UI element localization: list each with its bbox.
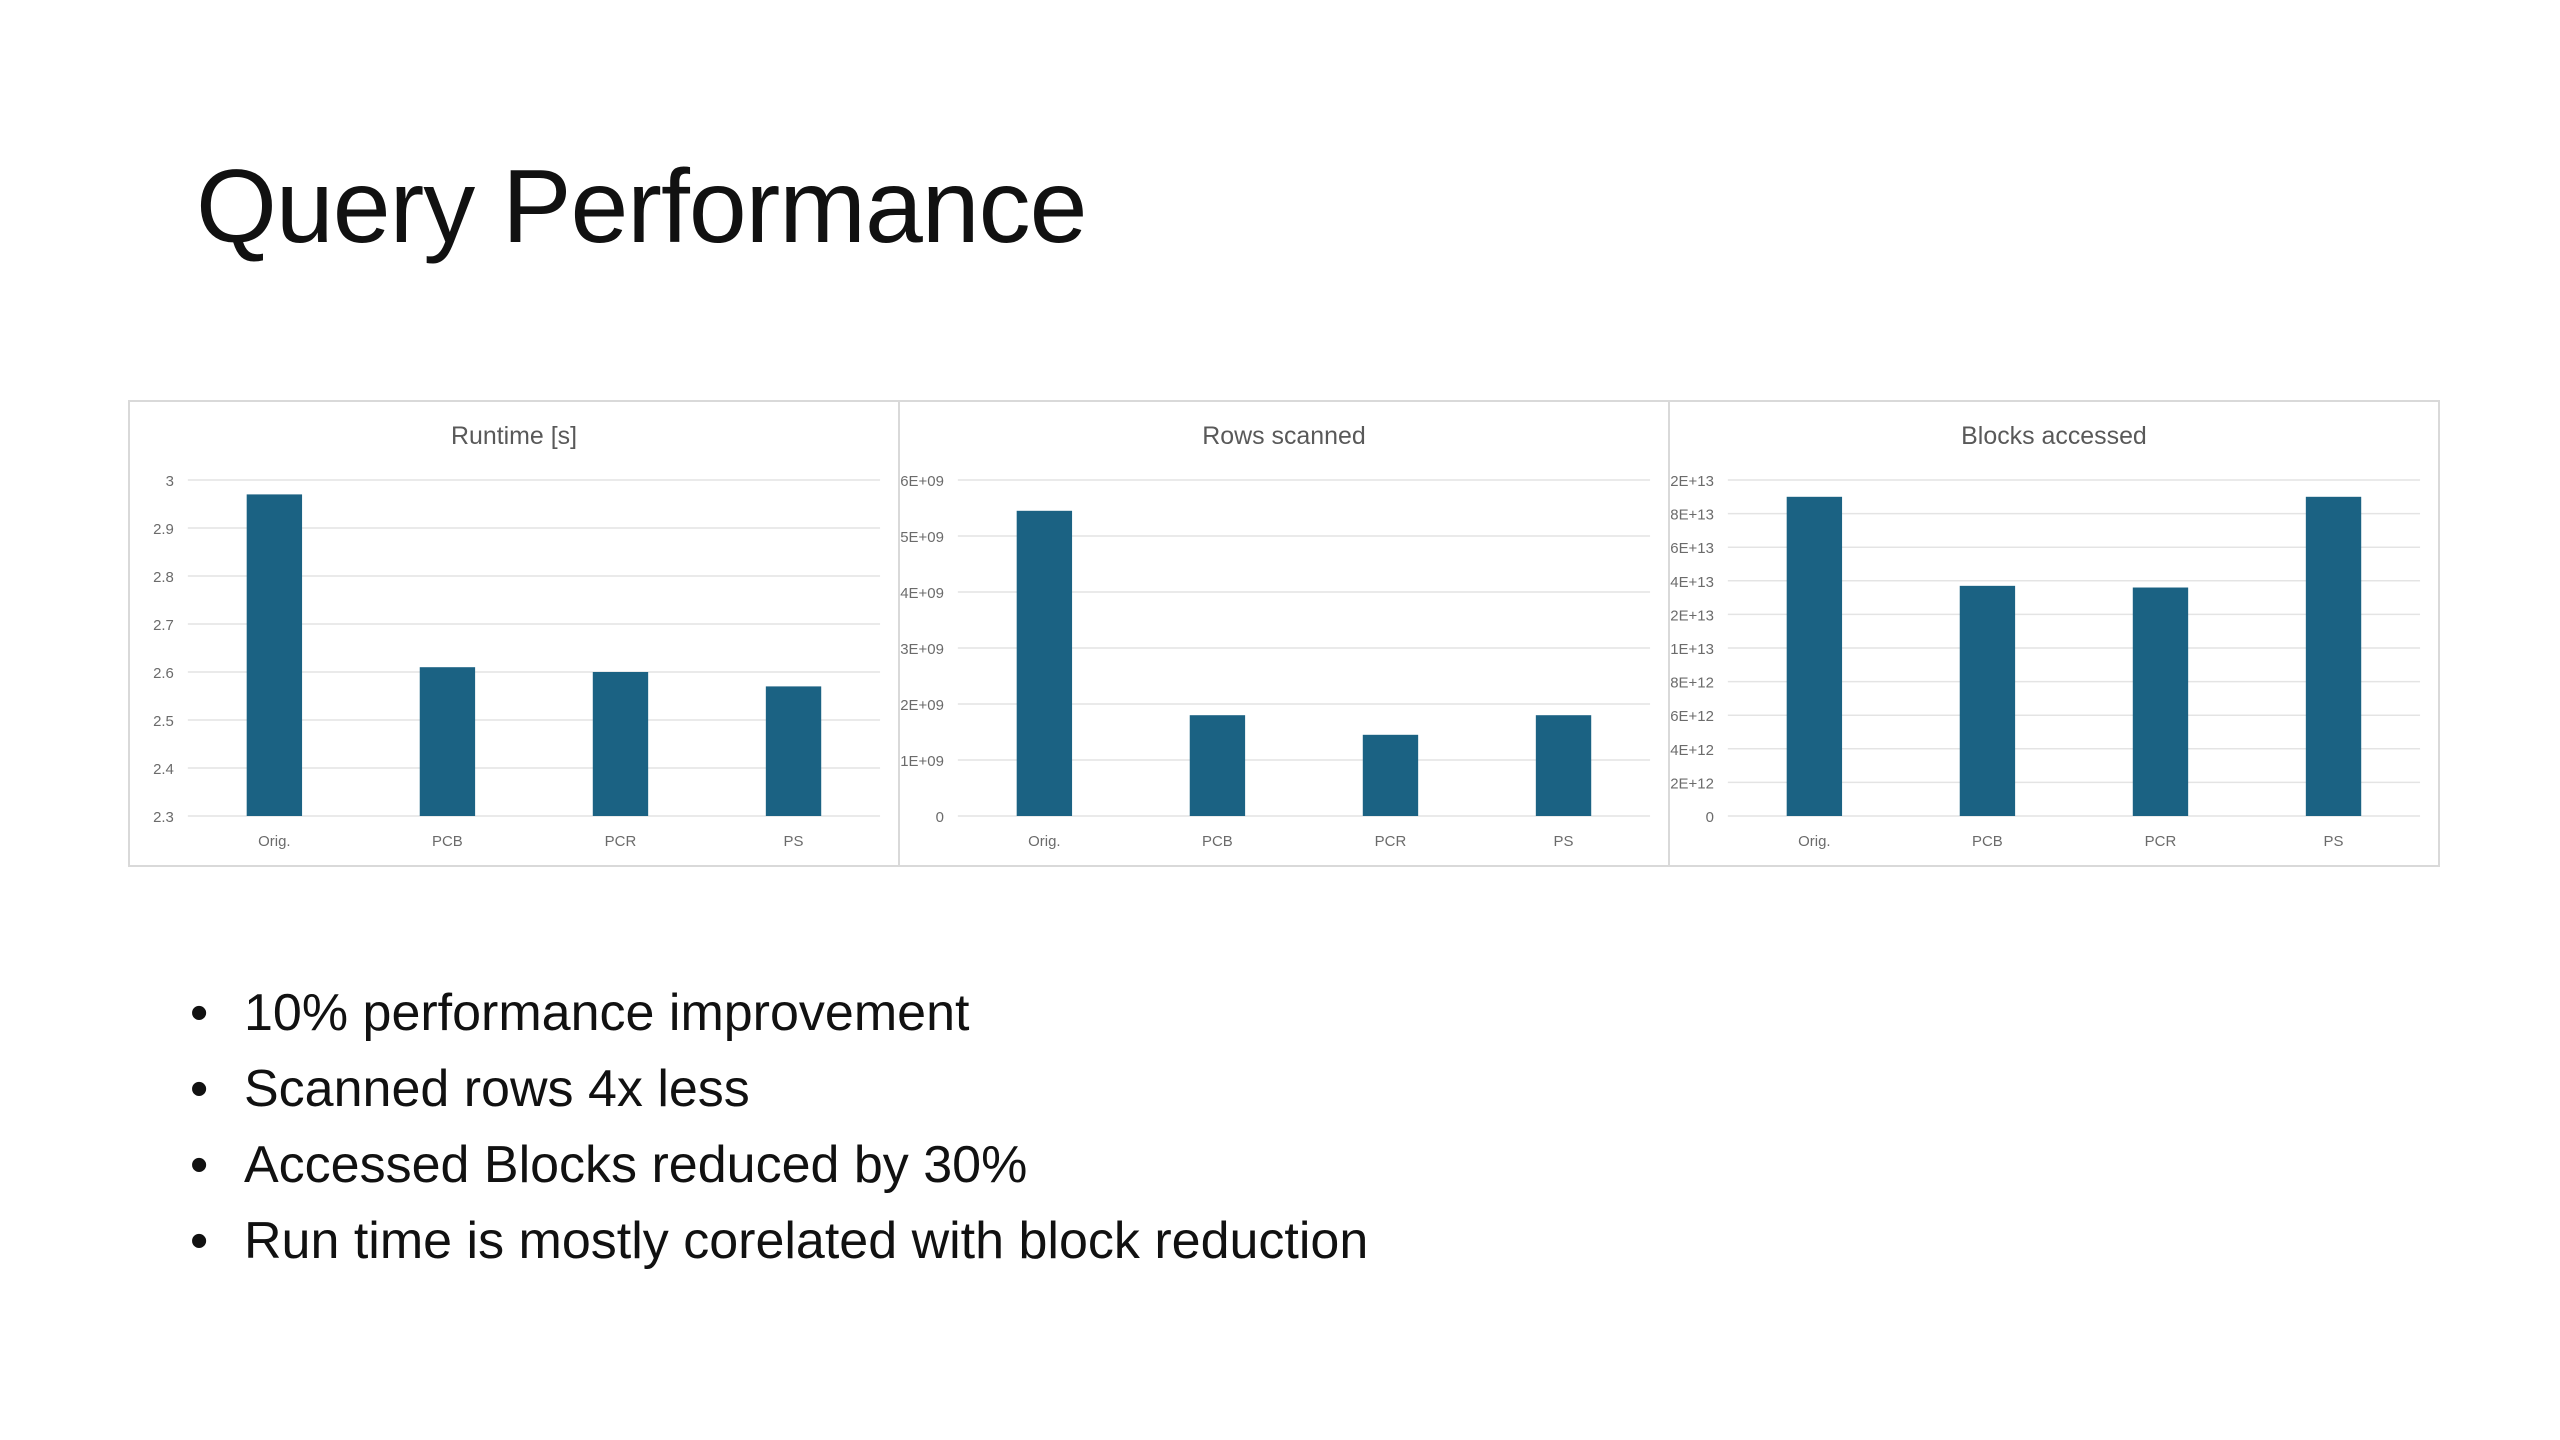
y-tick-label: 0	[1706, 809, 1714, 826]
bar	[246, 494, 303, 816]
y-tick-label: 2.9	[153, 521, 174, 538]
y-tick-label: 4E+12	[1670, 742, 1714, 759]
x-tick-label: PCB	[1202, 833, 1233, 850]
bullet-text: 10% performance improvement	[244, 984, 970, 1042]
y-tick-label: 5E+09	[900, 529, 944, 546]
bullet-dot: •	[190, 984, 209, 1042]
x-tick-label: PS	[1554, 833, 1574, 850]
x-tick-label: Orig.	[258, 833, 290, 850]
bar	[2305, 496, 2362, 816]
chart-title: Blocks accessed	[1961, 422, 2147, 450]
chart-runtime-svg: Runtime [s] 2.3 2.4 2.5 2.6 2.7 2.8 2.9 3 Orig. PC…	[153, 422, 881, 850]
y-tick-label: 2.6	[153, 665, 174, 682]
bar	[419, 667, 476, 816]
y-tick-label: 8E+12	[1670, 675, 1714, 692]
chart-rows-scanned: Rows scanned 0 1E+09 2E+09 3E+09 4E+09 5E+09 6E…	[900, 402, 1670, 865]
bar	[1959, 585, 2016, 816]
x-tick-label: PCB	[432, 833, 463, 850]
bullet-item: • Run time is mostly corelated with bloc…	[190, 1203, 1368, 1279]
y-tick-label: 3E+09	[900, 641, 944, 658]
y-tick-label: 2.3	[153, 809, 174, 826]
y-tick-label: 2E+13	[1670, 473, 1714, 490]
charts-strip: Runtime [s] 2.3 2.4 2.5 2.6 2.7 2.8 2.9 3 Orig. PC…	[128, 400, 2440, 867]
x-tick-label: PS	[2324, 833, 2344, 850]
y-tick-label: 2.8	[153, 569, 174, 586]
y-tick-label: 3	[166, 473, 174, 490]
x-tick-label: PCB	[1972, 833, 2003, 850]
slide-title: Query Performance	[196, 149, 1087, 265]
bullet-text: Scanned rows 4x less	[244, 1060, 750, 1118]
bullet-dot: •	[190, 1060, 209, 1118]
bullet-text: Run time is mostly corelated with block …	[244, 1212, 1369, 1270]
y-tick-label: 2.7	[153, 617, 174, 634]
bar	[1786, 496, 1843, 816]
y-tick-label: 1.8E+13	[1670, 507, 1714, 524]
chart-title: Runtime [s]	[451, 422, 577, 450]
chart-blocks-accessed: Blocks accessed 0 2E+12 4E+12 6E+12 8E+12 1E+1…	[1670, 402, 2438, 865]
bar	[2132, 587, 2189, 816]
bullet-dot: •	[190, 1136, 209, 1194]
y-tick-label: 0	[936, 809, 944, 826]
y-tick-label: 2E+09	[900, 697, 944, 714]
bullet-item: • Scanned rows 4x less	[190, 1051, 1368, 1127]
chart-runtime: Runtime [s] 2.3 2.4 2.5 2.6 2.7 2.8 2.9 3 Orig. PC…	[130, 402, 900, 865]
bullet-item: • Accessed Blocks reduced by 30%	[190, 1127, 1368, 1203]
bar	[592, 672, 649, 816]
y-tick-label: 2.4	[153, 761, 174, 778]
bullet-item: • 10% performance improvement	[190, 975, 1368, 1051]
y-tick-label: 6E+09	[900, 473, 944, 490]
x-tick-label: PS	[784, 833, 804, 850]
chart-title: Rows scanned	[1202, 422, 1365, 450]
chart-rows-scanned-svg: Rows scanned 0 1E+09 2E+09 3E+09 4E+09 5E+09 6E…	[900, 422, 1651, 850]
bullet-text: Accessed Blocks reduced by 30%	[244, 1136, 1028, 1194]
bar	[1362, 734, 1419, 816]
bar	[765, 686, 822, 816]
y-tick-label: 2E+12	[1670, 775, 1714, 792]
bullet-dot: •	[190, 1212, 209, 1270]
bullet-list: • 10% performance improvement • Scanned …	[190, 975, 1368, 1279]
x-tick-label: Orig.	[1028, 833, 1060, 850]
y-tick-label: 1.4E+13	[1670, 574, 1714, 591]
bar	[1016, 510, 1073, 816]
y-tick-label: 2.5	[153, 713, 174, 730]
y-tick-label: 4E+09	[900, 585, 944, 602]
y-tick-label: 1E+13	[1670, 641, 1714, 658]
x-tick-label: PCR	[1375, 833, 1407, 850]
bar	[1535, 715, 1592, 816]
bar	[1189, 715, 1246, 816]
x-tick-label: PCR	[605, 833, 637, 850]
chart-blocks-accessed-svg: Blocks accessed 0 2E+12 4E+12 6E+12 8E+12 1E+1…	[1670, 422, 2421, 850]
y-tick-label: 1.2E+13	[1670, 607, 1714, 624]
y-tick-label: 1E+09	[900, 753, 944, 770]
x-tick-label: PCR	[2145, 833, 2177, 850]
y-tick-label: 1.6E+13	[1670, 540, 1714, 557]
x-tick-label: Orig.	[1798, 833, 1830, 850]
y-tick-label: 6E+12	[1670, 708, 1714, 725]
